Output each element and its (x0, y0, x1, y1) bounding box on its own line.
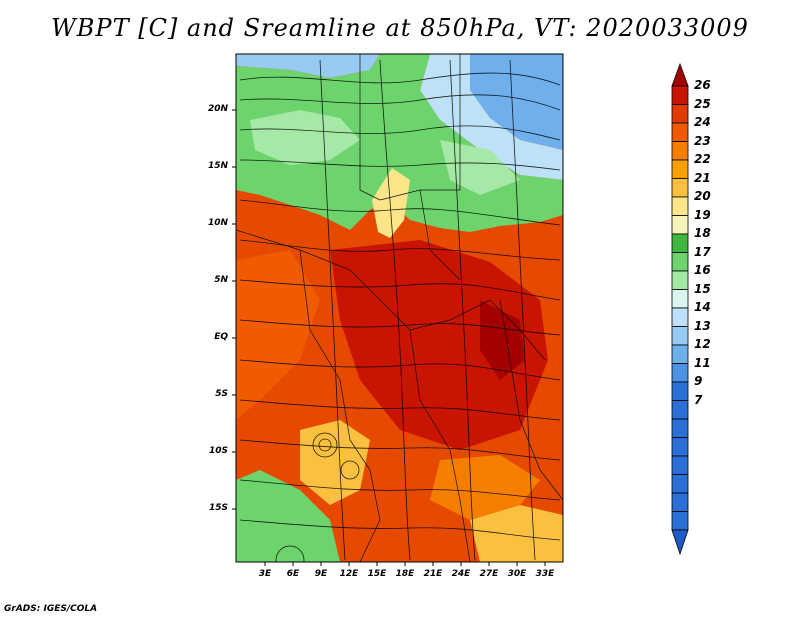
lon-label: 27E (479, 569, 499, 579)
colorbar-seg (671, 437, 689, 457)
colorbar-label: 26 (694, 78, 711, 92)
lon-label: 18E (395, 569, 415, 579)
field-dark-red (480, 300, 525, 380)
map-plot-area (236, 54, 563, 562)
colorbar-seg (671, 418, 689, 438)
colorbar (671, 62, 689, 556)
lat-label: 10N (207, 218, 228, 228)
colorbar-seg (671, 196, 689, 216)
colorbar-seg (671, 474, 689, 494)
colorbar-top-arrow (671, 62, 689, 87)
colorbar-seg (671, 178, 689, 198)
colorbar-label: 11 (694, 356, 711, 370)
lat-label: 5S (215, 389, 228, 399)
lat-label: 20N (207, 104, 228, 114)
lon-ticks (264, 562, 546, 566)
lon-label: 24E (451, 569, 471, 579)
field-yellow-tongue (372, 168, 410, 238)
colorbar-seg (671, 363, 689, 383)
lon-label: 30E (507, 569, 527, 579)
colorbar-seg (671, 270, 689, 290)
colorbar-label: 22 (694, 152, 711, 166)
colorbar-seg (671, 159, 689, 179)
colorbar-label: 19 (694, 208, 711, 222)
colorbar-label: 13 (694, 319, 711, 333)
colorbar-seg (671, 492, 689, 512)
colorbar-seg (671, 344, 689, 364)
colorbar-seg (671, 104, 689, 124)
colorbar-seg (671, 455, 689, 475)
lon-label: 3E (258, 569, 272, 579)
lat-label: 15S (208, 503, 228, 513)
lon-label: 15E (367, 569, 387, 579)
colorbar-label: 21 (694, 171, 711, 185)
lon-label: 21E (423, 569, 443, 579)
colorbar-seg (671, 122, 689, 142)
colorbar-label: 20 (694, 189, 711, 203)
field-cyan-north (420, 54, 563, 180)
field-blue-northwest (236, 54, 380, 78)
field-blue-north (470, 54, 563, 150)
colorbar-bottom-arrow (671, 529, 689, 556)
colorbar-seg (671, 400, 689, 420)
field-orange-west (236, 250, 320, 420)
colorbar-seg (671, 85, 689, 105)
colorbar-seg (671, 307, 689, 327)
field-yellow-southwest (300, 420, 370, 505)
lon-label: 9E (314, 569, 328, 579)
colorbar-label: 23 (694, 134, 711, 148)
colorbar-seg (671, 141, 689, 161)
field-green-southwest (236, 470, 340, 562)
map-title: WBPT [C] and Sreamline at 850hPa, VT: 20… (51, 14, 749, 42)
footer-credit: GrADS: IGES/COLA (4, 604, 98, 614)
lat-ticks (232, 109, 236, 510)
lat-label: EQ (214, 332, 228, 342)
colorbar-seg (671, 326, 689, 346)
streamlines (239, 59, 561, 562)
lon-label: 12E (339, 569, 359, 579)
colorbar-seg (671, 289, 689, 309)
colorbar-label: 15 (694, 282, 711, 296)
field-orange-southeast (430, 455, 540, 520)
country-borders (236, 54, 563, 562)
field-red-core (330, 240, 548, 450)
lat-label: 10S (208, 446, 228, 456)
field-yellow-southeast (470, 505, 563, 562)
lon-label: 33E (535, 569, 555, 579)
lon-label: 6E (286, 569, 300, 579)
colorbar-seg (671, 511, 689, 531)
colorbar-label: 7 (694, 393, 703, 407)
field-green-light (250, 110, 360, 165)
colorbar-label: 17 (694, 245, 711, 259)
lat-label: 15N (207, 161, 228, 171)
colorbar-seg (671, 252, 689, 272)
colorbar-label: 24 (694, 115, 711, 129)
colorbar-seg (671, 381, 689, 401)
colorbar-label: 12 (694, 337, 711, 351)
colorbar-seg (671, 215, 689, 235)
colorbar-label: 25 (694, 97, 711, 111)
lat-label: 5N (214, 275, 228, 285)
colorbar-label: 14 (694, 300, 711, 314)
colorbar-seg (671, 233, 689, 253)
colorbar-label: 9 (694, 374, 703, 388)
map-frame (235, 53, 564, 563)
colorbar-label: 18 (694, 226, 711, 240)
colorbar-label: 16 (694, 263, 711, 277)
